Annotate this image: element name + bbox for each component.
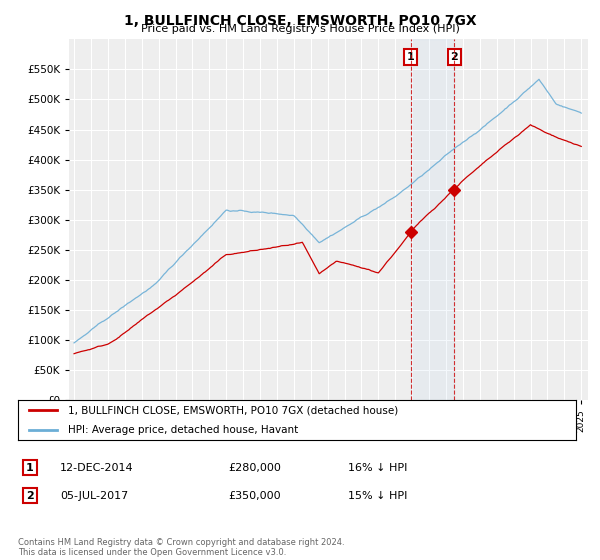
Text: 2: 2 [451,52,458,62]
Text: Contains HM Land Registry data © Crown copyright and database right 2024.
This d: Contains HM Land Registry data © Crown c… [18,538,344,557]
Text: 16% ↓ HPI: 16% ↓ HPI [348,463,407,473]
Text: £350,000: £350,000 [228,491,281,501]
Text: 12-DEC-2014: 12-DEC-2014 [60,463,134,473]
Text: £280,000: £280,000 [228,463,281,473]
Text: 2: 2 [26,491,34,501]
Bar [411,39,454,400]
Text: 1, BULLFINCH CLOSE, EMSWORTH, PO10 7GX: 1, BULLFINCH CLOSE, EMSWORTH, PO10 7GX [124,14,476,28]
Text: Price paid vs. HM Land Registry's House Price Index (HPI): Price paid vs. HM Land Registry's House … [140,24,460,34]
Text: 1: 1 [407,52,415,62]
Text: 1: 1 [26,463,34,473]
Text: HPI: Average price, detached house, Havant: HPI: Average price, detached house, Hava… [68,425,298,435]
Text: 1, BULLFINCH CLOSE, EMSWORTH, PO10 7GX (detached house): 1, BULLFINCH CLOSE, EMSWORTH, PO10 7GX (… [68,405,398,415]
Text: 15% ↓ HPI: 15% ↓ HPI [348,491,407,501]
Text: 05-JUL-2017: 05-JUL-2017 [60,491,128,501]
